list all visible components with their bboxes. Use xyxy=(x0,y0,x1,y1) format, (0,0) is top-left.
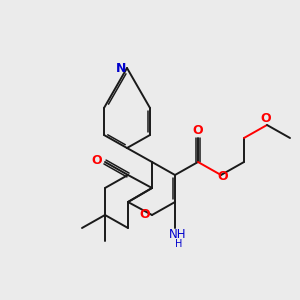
Text: O: O xyxy=(92,154,102,166)
Text: O: O xyxy=(218,169,228,182)
Text: H: H xyxy=(175,239,183,249)
Text: N: N xyxy=(116,61,126,74)
Text: NH: NH xyxy=(169,229,187,242)
Text: O: O xyxy=(140,208,150,221)
Text: O: O xyxy=(261,112,271,124)
Text: O: O xyxy=(193,124,203,136)
